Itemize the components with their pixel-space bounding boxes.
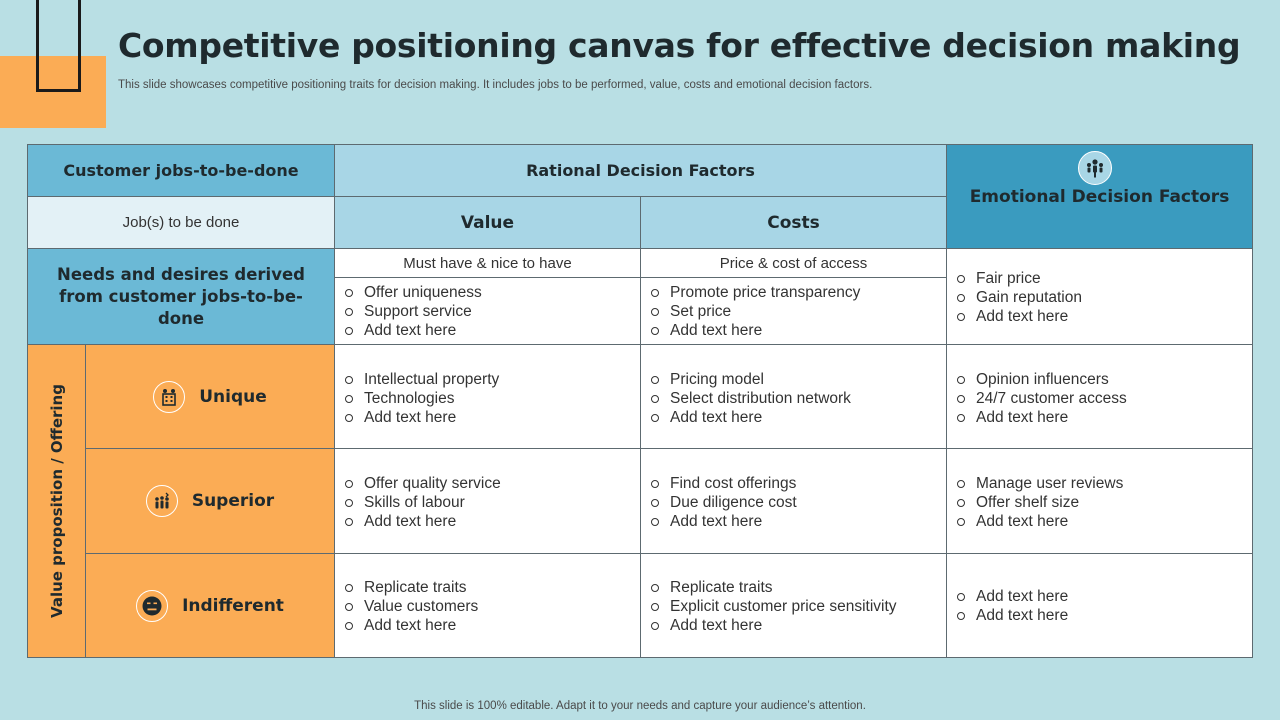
value-proposition-label: Value proposition / Offering: [47, 384, 66, 618]
list-item: Add text here: [649, 408, 851, 427]
list-item: Technologies: [343, 389, 499, 408]
row-label-indifferent: Indifferent: [85, 553, 335, 658]
list-item: Explicit customer price sensitivity: [649, 597, 897, 616]
indifferent-emotional-list: Add text here Add text here: [955, 587, 1068, 625]
superior-value-cell: Offer quality service Skills of labour A…: [334, 448, 641, 554]
unique-emotional-list: Opinion influencers 24/7 customer access…: [955, 370, 1127, 427]
list-item: Offer quality service: [343, 474, 501, 493]
unique-costs-list: Pricing model Select distribution networ…: [649, 370, 851, 427]
list-item: Offer uniqueness: [343, 283, 482, 302]
value-proposition-cell: Value proposition / Offering: [27, 344, 86, 658]
list-item: Opinion influencers: [955, 370, 1127, 389]
indifferent-value-cell: Replicate traits Value customers Add tex…: [334, 553, 641, 658]
team-icon: [145, 485, 178, 517]
emotional-factors-header: Emotional Decision Factors: [969, 187, 1230, 207]
list-item: Due diligence cost: [649, 493, 797, 512]
unique-costs-cell: Pricing model Select distribution networ…: [640, 344, 947, 449]
list-item: Add text here: [649, 321, 860, 340]
list-item: Add text here: [343, 616, 478, 635]
list-item: Select distribution network: [649, 389, 851, 408]
superior-emotional-cell: Manage user reviews Offer shelf size Add…: [946, 448, 1253, 554]
indifferent-value-list: Replicate traits Value customers Add tex…: [343, 578, 478, 635]
neutral-face-icon: [136, 589, 169, 622]
superior-costs-list: Find cost offerings Due diligence cost A…: [649, 474, 797, 531]
jobs-to-be-done-cell: Job(s) to be done: [27, 196, 335, 249]
row-label-superior: Superior: [85, 448, 335, 554]
superior-emotional-list: Manage user reviews Offer shelf size Add…: [955, 474, 1123, 531]
unique-value-list: Intellectual property Technologies Add t…: [343, 370, 499, 427]
list-item: Add text here: [343, 512, 501, 531]
indifferent-costs-cell: Replicate traits Explicit customer price…: [640, 553, 947, 658]
list-item: Find cost offerings: [649, 474, 797, 493]
costs-subheader: Price & cost of access: [640, 248, 947, 278]
list-item: Offer shelf size: [955, 493, 1123, 512]
unique-emotional-cell: Opinion influencers 24/7 customer access…: [946, 344, 1253, 449]
rational-factors-header: Rational Decision Factors: [334, 144, 947, 197]
indifferent-emotional-cell: Add text here Add text here: [946, 553, 1253, 658]
superior-value-list: Offer quality service Skills of labour A…: [343, 474, 501, 531]
list-item: Pricing model: [649, 370, 851, 389]
list-item: Intellectual property: [343, 370, 499, 389]
list-item: Skills of labour: [343, 493, 501, 512]
list-item: Add text here: [649, 616, 897, 635]
list-item: Fair price: [955, 269, 1082, 288]
row-label-text: Superior: [191, 491, 275, 511]
row-label-text: Indifferent: [182, 595, 284, 616]
needs-desires-label: Needs and desires derived from customer …: [27, 248, 335, 345]
list-item: Manage user reviews: [955, 474, 1123, 493]
value-header: Value: [334, 196, 641, 249]
decorative-orange-block: [0, 56, 106, 128]
list-item: Add text here: [343, 408, 499, 427]
people-network-icon: [1078, 151, 1112, 185]
list-item: Add text here: [343, 321, 482, 340]
footer-note: This slide is 100% editable. Adapt it to…: [414, 700, 866, 712]
decorative-frame: [36, 0, 81, 92]
unique-value-cell: Intellectual property Technologies Add t…: [334, 344, 641, 449]
row-label-text: Unique: [199, 386, 267, 407]
list-item: Add text here: [955, 606, 1068, 625]
row-label-unique: Unique: [85, 344, 335, 449]
needs-costs-cell: Promote price transparency Set price Add…: [640, 277, 947, 345]
needs-value-cell: Offer uniqueness Support service Add tex…: [334, 277, 641, 345]
needs-value-list: Offer uniqueness Support service Add tex…: [343, 283, 482, 340]
superior-costs-cell: Find cost offerings Due diligence cost A…: [640, 448, 947, 554]
list-item: Replicate traits: [343, 578, 478, 597]
page-subtitle: This slide showcases competitive positio…: [118, 79, 873, 91]
list-item: Add text here: [955, 587, 1068, 606]
needs-emotional-cell: Fair price Gain reputation Add text here: [946, 248, 1253, 345]
emotional-factors-header-cell: Emotional Decision Factors: [946, 144, 1253, 249]
list-item: Support service: [343, 302, 482, 321]
costs-header: Costs: [640, 196, 947, 249]
page-title: Competitive positioning canvas for effec…: [118, 26, 1241, 65]
indifferent-costs-list: Replicate traits Explicit customer price…: [649, 578, 897, 635]
list-item: Replicate traits: [649, 578, 897, 597]
list-item: 24/7 customer access: [955, 389, 1127, 408]
value-subheader: Must have & nice to have: [334, 248, 641, 278]
needs-emotional-list: Fair price Gain reputation Add text here: [955, 269, 1082, 326]
list-item: Set price: [649, 302, 860, 321]
building-icon: [153, 380, 186, 413]
needs-costs-list: Promote price transparency Set price Add…: [649, 283, 860, 340]
list-item: Add text here: [955, 408, 1127, 427]
list-item: Add text here: [955, 307, 1082, 326]
list-item: Value customers: [343, 597, 478, 616]
list-item: Gain reputation: [955, 288, 1082, 307]
list-item: Add text here: [955, 512, 1123, 531]
list-item: Promote price transparency: [649, 283, 860, 302]
list-item: Add text here: [649, 512, 797, 531]
customer-jobs-header: Customer jobs-to-be-done: [27, 144, 335, 197]
